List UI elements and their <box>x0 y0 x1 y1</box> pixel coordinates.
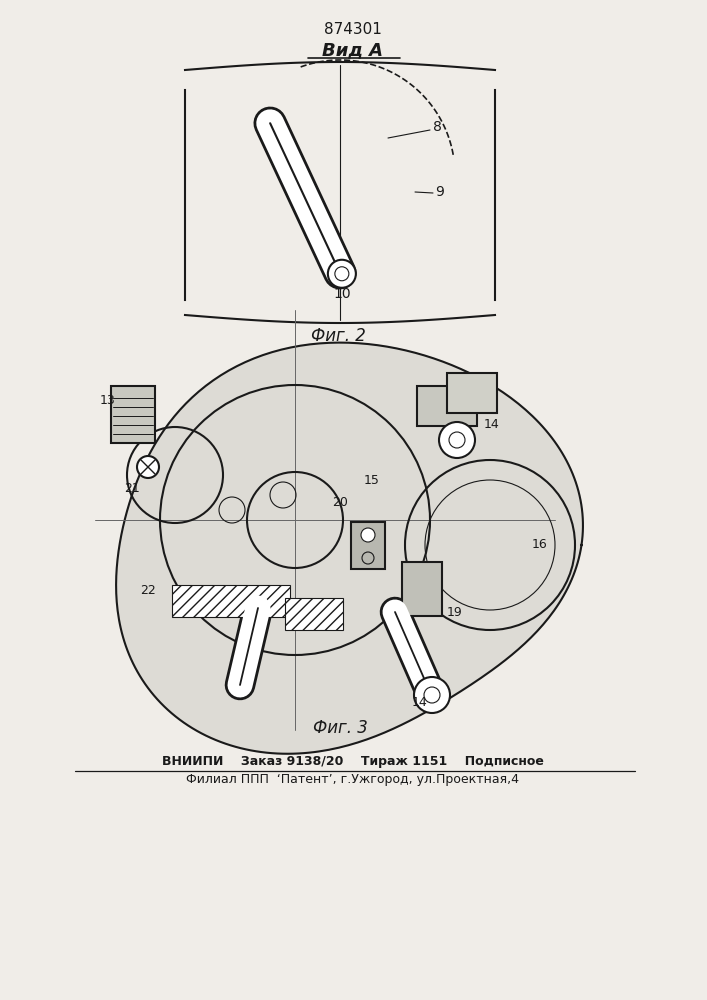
Text: ВНИИПИ    Заказ 9138/20    Тираж 1151    Подписное: ВНИИПИ Заказ 9138/20 Тираж 1151 Подписно… <box>162 756 544 768</box>
Polygon shape <box>116 343 583 754</box>
Text: 874301: 874301 <box>324 22 382 37</box>
Text: 19: 19 <box>447 605 463 618</box>
FancyBboxPatch shape <box>351 522 385 569</box>
Text: 22: 22 <box>140 584 156 596</box>
Text: 20: 20 <box>332 495 348 508</box>
Text: 14: 14 <box>412 696 428 708</box>
Text: 8: 8 <box>433 120 441 134</box>
Circle shape <box>414 677 450 713</box>
Circle shape <box>137 456 159 478</box>
Circle shape <box>328 260 356 288</box>
Bar <box>172 585 290 617</box>
Text: 10: 10 <box>333 287 351 301</box>
Text: 21: 21 <box>124 482 140 494</box>
Text: 9: 9 <box>436 185 445 199</box>
Text: 14: 14 <box>484 418 500 432</box>
FancyBboxPatch shape <box>447 373 497 413</box>
FancyBboxPatch shape <box>417 386 477 426</box>
FancyBboxPatch shape <box>111 386 155 443</box>
Bar <box>285 598 343 630</box>
Text: 13: 13 <box>100 393 116 406</box>
Text: Фиг. 2: Фиг. 2 <box>310 327 366 345</box>
Circle shape <box>361 528 375 542</box>
Text: 15: 15 <box>364 474 380 487</box>
Text: Фиг. 3: Фиг. 3 <box>312 719 368 737</box>
Text: Вид А: Вид А <box>322 41 383 59</box>
Text: 16: 16 <box>532 538 548 552</box>
Text: Филиал ППП  ‘Патент’, г.Ужгород, ул.Проектная,4: Филиал ППП ‘Патент’, г.Ужгород, ул.Проек… <box>187 774 520 786</box>
Circle shape <box>439 422 475 458</box>
FancyBboxPatch shape <box>402 562 442 616</box>
